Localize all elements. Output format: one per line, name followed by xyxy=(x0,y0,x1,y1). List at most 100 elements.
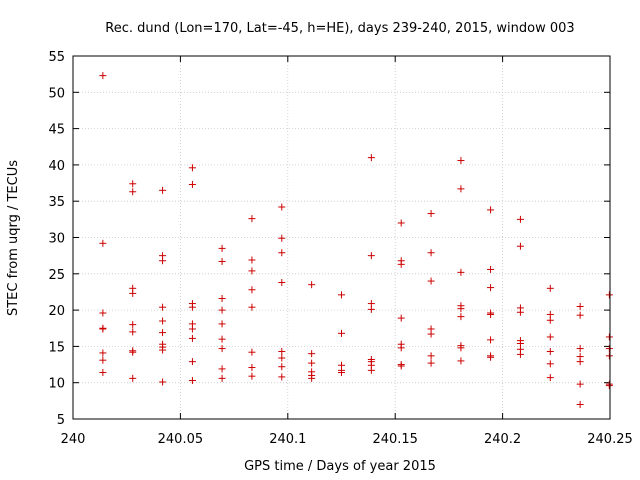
data-point xyxy=(159,378,167,386)
data-point xyxy=(457,157,465,165)
data-point xyxy=(367,252,375,260)
y-tick-label: 45 xyxy=(48,123,65,138)
data-point xyxy=(278,347,286,355)
data-point xyxy=(278,234,286,242)
data-point xyxy=(248,286,256,294)
data-point xyxy=(605,291,613,299)
data-point xyxy=(159,257,167,265)
data-point xyxy=(457,185,465,193)
data-point xyxy=(427,277,435,285)
data-point xyxy=(248,348,256,356)
y-tick-label: 15 xyxy=(48,340,65,355)
data-point xyxy=(129,374,137,382)
data-point xyxy=(546,316,554,324)
data-point xyxy=(487,206,495,214)
data-point xyxy=(129,321,137,329)
data-point xyxy=(516,350,524,358)
y-tick-label: 40 xyxy=(48,159,65,174)
data-point xyxy=(457,305,465,313)
data-point xyxy=(576,358,584,366)
data-point xyxy=(338,369,345,377)
data-point xyxy=(248,267,256,275)
data-point xyxy=(278,373,286,381)
data-point xyxy=(338,291,345,299)
data-point xyxy=(188,164,196,172)
data-point xyxy=(218,320,226,328)
data-point xyxy=(546,360,554,368)
data-point xyxy=(576,380,584,388)
data-point xyxy=(248,372,256,380)
data-point xyxy=(218,306,226,314)
data-point xyxy=(367,366,375,374)
data-point xyxy=(159,303,167,311)
data-point xyxy=(218,244,226,252)
data-point xyxy=(218,335,226,343)
data-point xyxy=(605,333,613,341)
data-point xyxy=(427,352,435,360)
data-point xyxy=(516,215,524,223)
data-point xyxy=(576,311,584,319)
x-axis: 240 240.05 240.1 240.15 240.2 240.25 xyxy=(61,56,633,447)
data-point xyxy=(487,336,495,344)
data-point xyxy=(397,362,405,370)
data-point xyxy=(159,186,167,194)
data-point xyxy=(278,354,286,362)
data-point xyxy=(248,303,256,311)
data-point xyxy=(159,317,167,325)
data-point xyxy=(99,239,107,247)
data-point xyxy=(457,344,465,352)
data-point xyxy=(427,249,435,257)
data-point xyxy=(218,365,226,373)
data-point xyxy=(457,313,465,321)
x-tick-label: 240.2 xyxy=(484,432,521,447)
x-tick-label: 240.25 xyxy=(587,432,633,447)
chart-title: Rec. dund (Lon=170, Lat=-45, h=HE), days… xyxy=(105,21,574,36)
data-point xyxy=(188,377,196,385)
data-point xyxy=(188,358,196,366)
data-point xyxy=(397,314,405,322)
data-point xyxy=(546,284,554,292)
data-point xyxy=(99,325,107,333)
y-axis: 5 10 15 20 25 30 35 40 45 50 55 xyxy=(48,50,610,428)
data-point xyxy=(427,330,435,338)
data-point xyxy=(546,347,554,355)
data-point xyxy=(159,329,167,337)
data-point xyxy=(218,257,226,265)
y-tick-label: 50 xyxy=(48,86,65,101)
data-point xyxy=(397,260,405,268)
y-tick-label: 10 xyxy=(48,377,65,392)
data-point xyxy=(605,382,613,390)
data-point xyxy=(487,310,495,318)
data-point xyxy=(248,215,256,223)
data-point xyxy=(546,333,554,341)
data-point xyxy=(129,289,137,297)
x-tick-label: 240.05 xyxy=(158,432,204,447)
data-point xyxy=(218,374,226,382)
data-point xyxy=(278,279,286,287)
data-point xyxy=(427,359,435,367)
data-point xyxy=(338,329,345,337)
data-point xyxy=(605,345,613,353)
data-point xyxy=(397,219,405,227)
y-axis-label: STEC from uqrg / TECUs xyxy=(6,160,21,316)
data-point xyxy=(308,359,316,367)
data-point xyxy=(367,154,375,162)
data-point xyxy=(99,72,107,80)
data-point xyxy=(218,345,226,353)
data-point xyxy=(129,348,137,356)
y-tick-label: 20 xyxy=(48,304,65,319)
y-tick-label: 5 xyxy=(57,413,65,428)
plot-frame xyxy=(72,55,611,420)
data-point xyxy=(278,363,286,371)
data-point xyxy=(516,242,524,250)
data-point xyxy=(308,350,316,358)
data-point xyxy=(188,334,196,342)
data-point xyxy=(159,346,167,354)
data-point xyxy=(546,374,554,382)
x-tick-label: 240.1 xyxy=(269,432,306,447)
data-point xyxy=(487,353,495,361)
data-point xyxy=(576,400,584,408)
data-point xyxy=(188,325,196,333)
y-tick-label: 30 xyxy=(48,232,65,247)
